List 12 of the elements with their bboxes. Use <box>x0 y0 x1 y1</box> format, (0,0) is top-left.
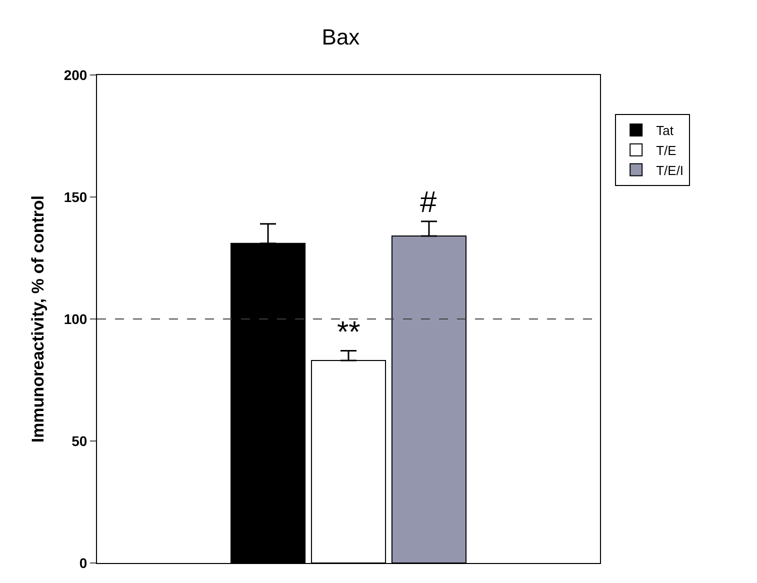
y-tick-label: 150 <box>64 188 88 205</box>
y-tick-label: 50 <box>72 432 88 449</box>
legend-label: T/E <box>656 142 677 158</box>
y-tick-label: 0 <box>79 554 88 571</box>
y-axis-title: Immunoreactivity, % of control <box>28 195 48 443</box>
y-tick-label: 200 <box>64 66 88 83</box>
legend-label: T/E/I <box>656 162 684 178</box>
y-tick-label: 100 <box>64 310 88 327</box>
chart-title: Bax <box>322 24 360 50</box>
annotation: ** <box>337 316 361 349</box>
legend-label: Tat <box>656 123 674 138</box>
annotation: # <box>420 186 437 219</box>
